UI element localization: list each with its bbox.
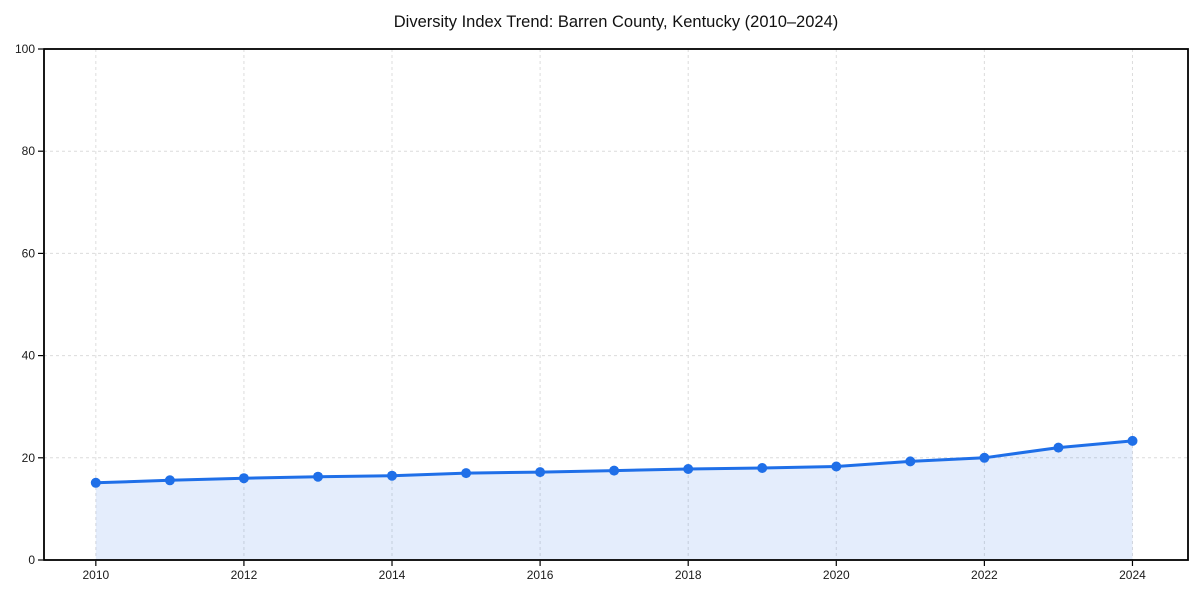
x-tick-label: 2012: [231, 568, 258, 582]
data-point-2021: [905, 456, 916, 467]
y-tick-label: 60: [22, 246, 36, 260]
data-point-2010: [90, 477, 101, 488]
y-tick-label: 20: [22, 451, 36, 465]
x-tick-label: 2024: [1119, 568, 1146, 582]
data-point-2013: [313, 471, 323, 482]
x-tick-label: 2010: [82, 568, 109, 582]
data-point-2022: [979, 452, 990, 463]
chart-title: Diversity Index Trend: Barren County, Ke…: [393, 13, 839, 31]
data-point-2014: [387, 470, 397, 481]
data-point-2024: [1127, 435, 1138, 446]
x-tick-label: 2022: [971, 568, 998, 582]
data-point-2016: [535, 467, 546, 478]
data-point-2015: [461, 468, 472, 479]
x-tick-label: 2016: [527, 568, 554, 582]
data-point-2012: [238, 473, 249, 484]
data-point-2020: [831, 461, 842, 472]
y-tick-label: 0: [28, 553, 35, 567]
plot-border: [43, 48, 1189, 561]
data-point-2011: [164, 475, 175, 486]
axis-tick-labels: 2010 2012 2014 2016 2018 2020 2022 2024 0 20 40 60 8…: [15, 42, 1146, 582]
data-point-2023: [1053, 442, 1064, 453]
x-tick-label: 2014: [379, 568, 406, 582]
data-points: [90, 435, 1138, 488]
y-tick-label: 100: [15, 42, 35, 56]
data-point-2018: [683, 464, 694, 474]
axis-ticks: [38, 48, 1134, 566]
y-tick-label: 40: [22, 349, 36, 363]
data-point-2017: [609, 465, 620, 476]
y-tick-label: 80: [22, 144, 36, 158]
x-tick-label: 2018: [675, 568, 702, 582]
area-fill: [95, 440, 1133, 560]
data-point-2019: [757, 463, 768, 473]
x-tick-label: 2020: [823, 568, 850, 582]
